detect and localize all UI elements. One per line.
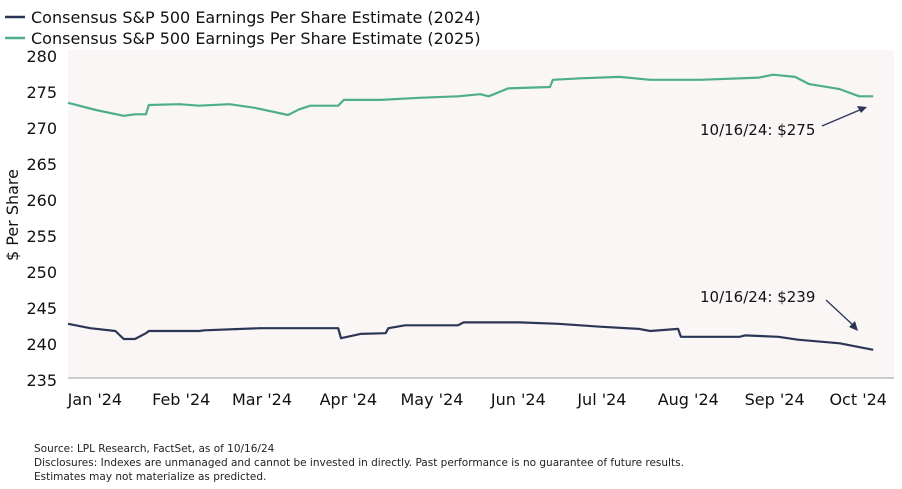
annotation-arrow-2025 <box>821 108 863 127</box>
annotation-label-2025: 10/16/24: $275 <box>700 121 815 139</box>
x-tick-label: Apr '24 <box>320 390 378 409</box>
annotation-arrow-2024 <box>825 299 855 327</box>
x-tick-label: Jan '24 <box>67 390 123 409</box>
disclosure-note: Disclosures: Indexes are unmanaged and c… <box>34 457 684 469</box>
y-tick-label: 270 <box>26 119 57 138</box>
arrowhead-icon <box>849 321 858 331</box>
y-tick-label: 275 <box>26 83 57 102</box>
y-tick-label: 265 <box>26 155 57 174</box>
y-tick-label: 280 <box>26 47 57 66</box>
x-tick-label: Jun '24 <box>490 390 546 409</box>
legend-label-2025: Consensus S&P 500 Earnings Per Share Est… <box>31 29 481 48</box>
y-tick-label: 235 <box>26 371 57 390</box>
series-line-2025 <box>67 73 874 117</box>
y-tick-label: 250 <box>26 263 57 282</box>
annotation-2025: 10/16/24: $275 <box>700 106 867 139</box>
annotation-label-2024: 10/16/24: $239 <box>700 288 815 306</box>
y-tick-label: 245 <box>26 299 57 318</box>
x-tick-label: Aug '24 <box>658 390 719 409</box>
series-line-2024 <box>67 321 874 351</box>
y-tick-label: 255 <box>26 227 57 246</box>
x-tick-label: Jul '24 <box>576 390 626 409</box>
estimates-note: Estimates may not materialize as predict… <box>34 471 267 483</box>
x-tick-label: Mar '24 <box>232 390 292 409</box>
y-tick-label: 240 <box>26 335 57 354</box>
y-axis-label: $ Per Share <box>3 169 22 261</box>
eps-line-chart: Consensus S&P 500 Earnings Per Share Est… <box>3 8 894 409</box>
x-tick-label: Sep '24 <box>745 390 805 409</box>
source-note: Source: LPL Research, FactSet, as of 10/… <box>34 443 275 455</box>
x-tick-label: Feb '24 <box>152 390 210 409</box>
x-tick-label: May '24 <box>401 390 464 409</box>
arrowhead-icon <box>857 106 867 113</box>
legend: Consensus S&P 500 Earnings Per Share Est… <box>5 8 481 48</box>
y-tick-label: 260 <box>26 191 57 210</box>
plot-area <box>68 50 894 378</box>
x-tick-label: Oct '24 <box>829 390 887 409</box>
legend-label-2024: Consensus S&P 500 Earnings Per Share Est… <box>31 8 481 27</box>
annotation-2024: 10/16/24: $239 <box>700 288 858 331</box>
